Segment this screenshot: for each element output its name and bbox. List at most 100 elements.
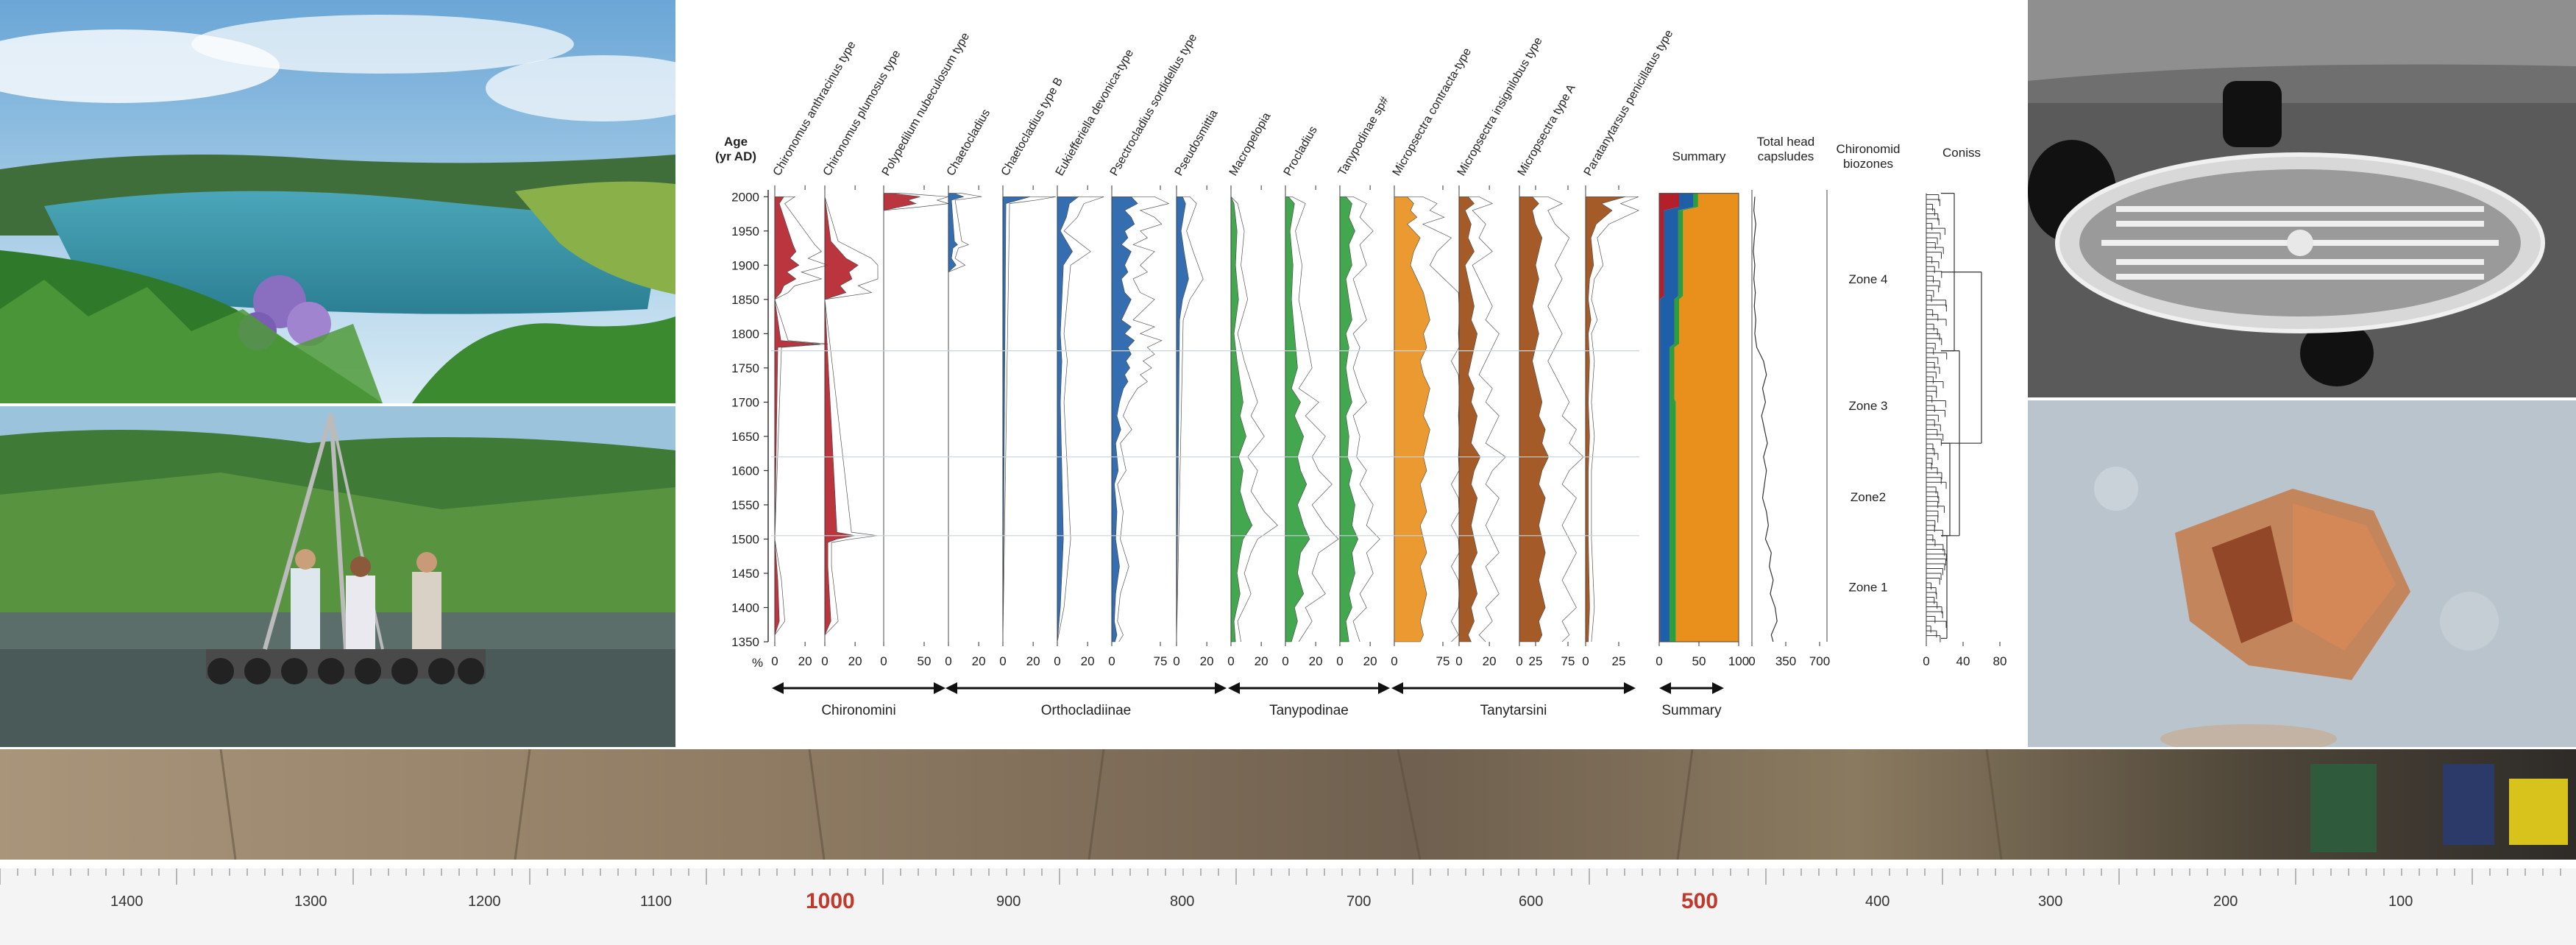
biozone-label: Zone 1 [1849,581,1888,595]
chironomid-head-capsule-photo [2028,400,2576,747]
age-tick-label: 1400 [731,601,759,615]
taxon-area [774,197,820,635]
head-capsules-x-tick-label: 350 [1775,654,1796,668]
age-tick-label: 1700 [731,395,759,409]
summary-x-tick-label: 0 [1656,654,1662,668]
summary-panel: Summary 0 50 100 [1656,149,1749,668]
coniss-title: Coniss [1942,146,1981,160]
taxon-x-tick-label: 25 [1529,654,1543,668]
group-label: Tanypodinae [1269,703,1349,718]
taxon-exaggeration-line [1176,196,1204,643]
taxon-area [883,193,920,642]
coring-raft-on-lake-photo [0,406,675,747]
taxon-exaggeration-line [1340,196,1380,643]
taxon-x-tick-label: 0 [999,654,1006,668]
biozones-title-line2: biozones [1843,157,1893,171]
group-label: Tanytarsini [1480,703,1547,718]
group-arrow-left-head [945,682,957,694]
age-axis-title-line2: (yr AD) [715,149,756,163]
taxon-x-tick-label: 0 [1391,654,1397,668]
taxon-panel: Tanypodinae sp# 0 20 [1336,95,1391,668]
ruler-label-200: 200 [2213,893,2238,910]
taxon-x-tick-label: 20 [1309,654,1323,668]
taxon-area [1394,197,1430,643]
taxon-name: Paratanytarsus penicillatus type [1582,28,1676,178]
ruler-label-800: 800 [1170,893,1195,910]
group-arrow-left-head [1391,682,1403,694]
taxon-x-tick-label: 0 [1336,654,1343,668]
group-label: Orthocladiinae [1041,703,1132,718]
taxon-panel: Pseudosmittia 0 20 [1173,107,1221,668]
age-tick-label: 1350 [731,635,759,649]
taxon-x-tick-label: 20 [1255,654,1269,668]
taxon-x-tick-label: 0 [880,654,887,668]
biozones-title-line1: Chironomid [1837,142,1901,156]
taxon-name: Chaetocladius [945,107,993,178]
taxon-x-tick-label: 20 [1363,654,1377,668]
ruler-label-300: 300 [2038,893,2063,910]
taxon-x-tick-label: 0 [1455,654,1462,668]
age-tick-label: 1450 [731,567,759,581]
ruler-label-400: 400 [1865,893,1890,910]
group-label: Chironomini [821,703,895,718]
taxon-x-tick-label: 0 [1108,654,1115,668]
head-capsules-title-line1: Total head [1757,135,1814,149]
percent-axis-label: % [752,656,763,670]
taxon-panel: Micropsectra type A 0 25 75 [1516,82,1584,668]
taxon-area [1285,197,1310,643]
age-tick-label: 1550 [731,498,759,512]
group-label: Summary [1661,703,1722,718]
ruler-label-900: 900 [996,893,1021,910]
taxon-name: Tanypodinae sp# [1336,95,1391,178]
ruler-label-1100: 1100 [640,893,673,910]
age-tick-label: 1850 [731,293,759,307]
biozone-label: Zone2 [1851,490,1886,504]
taxon-x-tick-label: 0 [1054,654,1060,668]
taxon-x-tick-label: 50 [918,654,932,668]
taxon-x-tick-label: 20 [1200,654,1214,668]
head-capsules-x-tick-label: 700 [1809,654,1830,668]
ruler-label-1400: 1400 [110,893,143,910]
age-tick-label: 1500 [731,532,759,546]
taxonomic-group-arrows: Chironomini Orthocladiinae Tanypodinae Tany… [772,682,1724,718]
age-tick-label: 1950 [731,224,759,238]
chironomid-stratigraphy-chart: Age (yr AD) % 2000 1950 1900 1850 1800 1750 17… [675,0,2025,747]
taxon-x-tick-label: 75 [1436,654,1450,668]
summary-band [1659,193,1679,643]
taxon-area [1176,197,1189,643]
taxon-exaggeration-line [1459,196,1506,643]
ruler-label-1200: 1200 [468,893,501,910]
taxon-x-tick-label: 0 [821,654,828,668]
taxon-area [1519,197,1549,643]
crater-lake-landscape-photo [0,0,675,403]
group-arrow-right-head [934,682,945,694]
taxon-exaggeration-line [774,196,829,635]
summary-band [1660,193,1694,643]
diatom-sem-micrograph [2028,0,2576,397]
taxon-area [1230,197,1253,643]
group-arrow-right-head [1215,682,1227,694]
depth-ruler: 1400 1300 1200 1100 1000 900 800 700 600… [0,868,2576,945]
taxon-x-tick-label: 20 [972,654,986,668]
taxon-x-tick-label: 20 [848,654,862,668]
coniss-x-tick-label: 80 [1993,654,2007,668]
group-arrow-right-head [1378,682,1390,694]
taxon-name: Chaetocladius type B [999,76,1065,178]
taxon-x-tick-label: 0 [1582,654,1589,668]
taxon-exaggeration-line [1285,196,1339,643]
ruler-label-1000: 1000 [806,889,855,913]
group-arrow-left-head [772,682,784,694]
taxon-x-tick-label: 20 [798,654,812,668]
taxon-name: Macropelopia [1227,110,1274,178]
taxon-exaggeration-line [1002,196,1057,643]
taxon-area [1339,197,1359,643]
taxon-name: Micropsectra type A [1516,82,1578,178]
taxon-x-tick-label: 25 [1612,654,1626,668]
age-tick-label: 1650 [731,430,759,444]
age-axis: 2000 1950 1900 1850 1800 1750 1700 1650 1600 1550… [731,190,769,649]
taxon-exaggeration-line [1057,196,1104,643]
coniss-dendrogram: Coniss 0 40 80 [1923,146,2006,668]
